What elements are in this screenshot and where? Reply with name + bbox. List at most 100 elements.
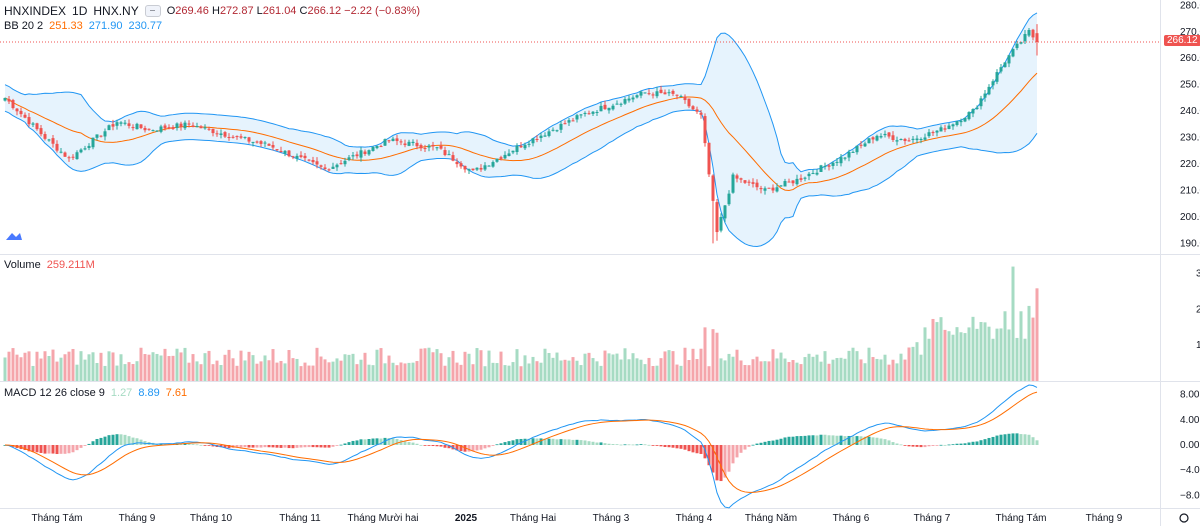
candle [275, 149, 279, 151]
macd-histogram-bar [843, 436, 847, 445]
candle [1007, 55, 1011, 64]
macd-histogram-bar [983, 439, 987, 445]
candle [255, 141, 259, 143]
volume-bar [867, 347, 871, 381]
volume-bar [799, 364, 803, 381]
macd-histogram-bar [655, 445, 659, 446]
volume-bar [131, 364, 135, 381]
candle [119, 122, 123, 124]
macd-histogram-bar [479, 445, 483, 450]
volume-bar [515, 349, 519, 381]
candle [679, 96, 683, 98]
candle [727, 193, 731, 205]
candle [179, 123, 183, 127]
volume-bar [711, 329, 715, 381]
macd-histogram-bar [859, 436, 863, 445]
volume-bar [11, 348, 15, 381]
macd-histogram-bar [863, 436, 867, 445]
candle [583, 112, 587, 114]
bb-legend[interactable]: BB 20 2 251.33 271.90 230.77 [4, 20, 162, 32]
candle [883, 133, 887, 136]
volume-legend[interactable]: Volume 259.211M [4, 259, 95, 271]
macd-histogram-bar [183, 443, 187, 445]
volume-bar [879, 359, 883, 381]
macd-histogram-bar [323, 445, 327, 448]
volume-bar [535, 361, 539, 381]
macd-histogram-bar [971, 441, 975, 445]
candle [959, 120, 963, 123]
volume-bar [775, 358, 779, 381]
volume-bar [835, 358, 839, 381]
macd-histogram-bar [131, 437, 135, 445]
candle [267, 143, 271, 146]
volume-bar [647, 357, 651, 381]
candle [359, 150, 363, 158]
macd-histogram-bar [199, 444, 203, 446]
macd-histogram-bar [35, 445, 39, 453]
volume-bar [763, 361, 767, 381]
volume-bar [487, 350, 491, 381]
volume-bar [983, 322, 987, 381]
volume-bar [319, 356, 323, 381]
macd-histogram-bar [1019, 434, 1023, 445]
volume-bar [427, 347, 431, 381]
volume-bar [815, 354, 819, 381]
macd-legend[interactable]: MACD 12 26 close 9 1.27 8.89 7.61 [4, 387, 187, 399]
macd-histogram-bar [191, 444, 195, 445]
macd-histogram-bar [611, 444, 615, 445]
macd-histogram-bar [83, 445, 87, 446]
candle [383, 139, 387, 146]
volume-bar [635, 358, 639, 381]
macd-histogram-bar [895, 443, 899, 445]
volume-bar [387, 355, 391, 381]
candle [775, 187, 779, 192]
volume-bar [411, 362, 415, 381]
candle [451, 155, 455, 161]
volume-bar [743, 365, 747, 381]
candle [439, 145, 443, 149]
macd-histogram-bar [923, 445, 927, 448]
candle [135, 123, 139, 130]
volume-bar [295, 358, 299, 381]
volume-bar [923, 327, 927, 381]
time-axis-label: Tháng Tám [32, 513, 83, 524]
volume-bar [755, 356, 759, 381]
macd-histogram-bar [787, 436, 791, 445]
symbol-name[interactable]: HNXINDEX [4, 4, 67, 18]
volume-bar [415, 361, 419, 381]
high-value: 272.87 [219, 5, 254, 17]
macd-histogram-bar [291, 445, 295, 449]
macd-histogram-bar [419, 444, 423, 446]
candle [243, 136, 247, 138]
volume-bar [823, 351, 827, 381]
candle [203, 127, 207, 129]
volume-bar [207, 350, 211, 381]
volume-bar [899, 353, 903, 381]
volume-bar [703, 327, 707, 381]
macd-histogram-bar [963, 443, 967, 445]
macd-histogram-bar [523, 438, 527, 445]
volume-bar [35, 351, 39, 381]
macd-histogram-bar [975, 441, 979, 445]
settings-icon[interactable] [1179, 513, 1189, 523]
candle [511, 150, 515, 153]
volume-bar [51, 349, 55, 381]
macd-histogram-bar [443, 445, 447, 448]
candle [55, 143, 59, 151]
volume-bar [359, 359, 363, 381]
volume-bar [639, 359, 643, 381]
volume-bar [195, 361, 199, 381]
interval[interactable]: 1D [72, 4, 88, 18]
macd-histogram-bar [1035, 440, 1039, 445]
volume-bar [627, 359, 631, 381]
volume-bar [127, 362, 131, 381]
candle [971, 109, 975, 114]
candle [199, 126, 203, 129]
collapse-legend-icon[interactable] [144, 5, 161, 17]
macd-histogram-bar [959, 443, 963, 445]
volume-bar [171, 355, 175, 381]
macd-histogram-bar [667, 445, 671, 448]
candle [219, 133, 223, 136]
candle [591, 111, 595, 114]
